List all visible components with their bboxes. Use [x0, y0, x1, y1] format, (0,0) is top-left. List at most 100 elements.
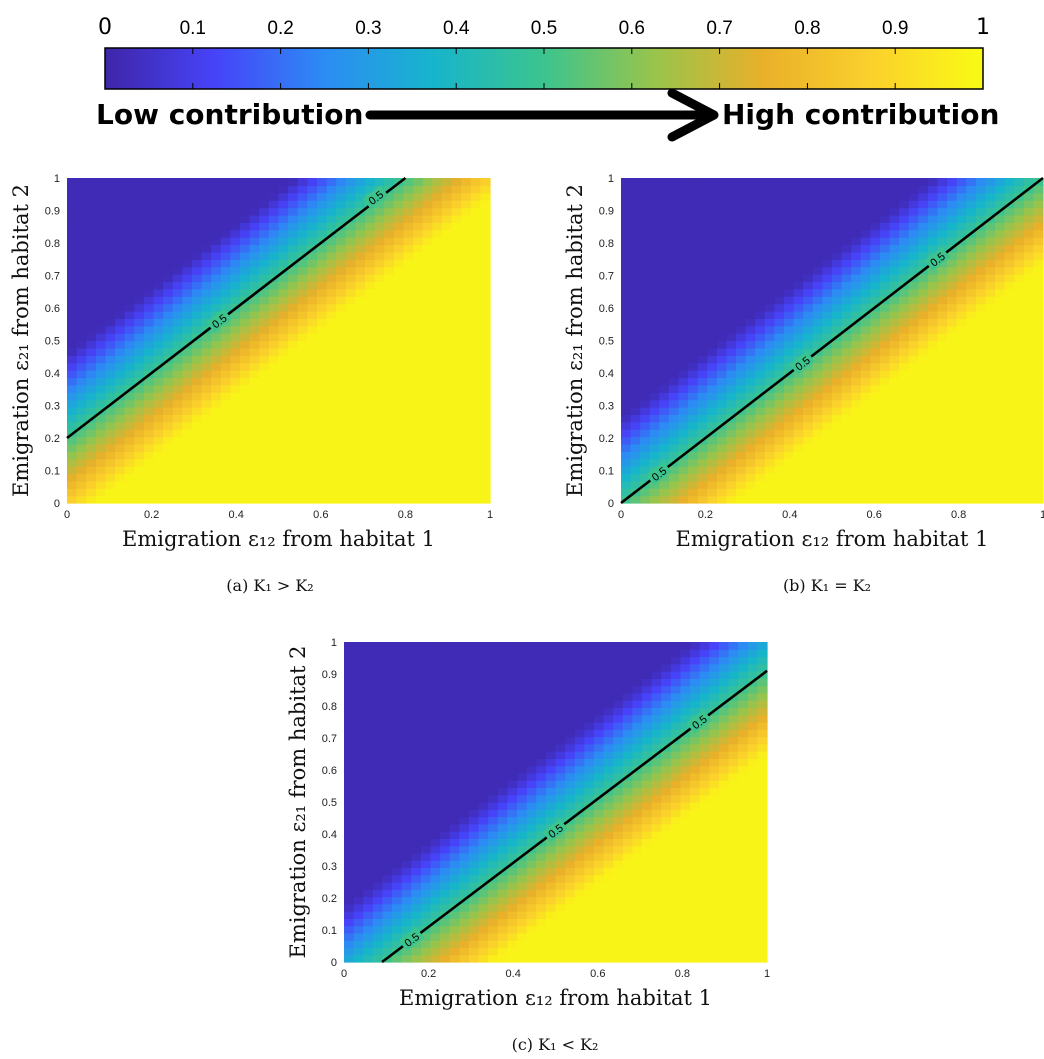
- heatmap-cell: [860, 185, 871, 194]
- heatmap-cell: [249, 347, 260, 356]
- heatmap-cell: [899, 495, 910, 504]
- heatmap-cell: [545, 685, 557, 694]
- heatmap-cell: [621, 318, 632, 327]
- heatmap-cell: [774, 192, 785, 201]
- heatmap-cell: [355, 436, 366, 445]
- heatmap-cell: [288, 192, 299, 201]
- heatmap-cell: [297, 333, 308, 342]
- heatmap-cell: [143, 266, 155, 275]
- heatmap-cell: [480, 436, 491, 445]
- heatmap-cell: [985, 296, 996, 305]
- heatmap-cell: [860, 296, 871, 305]
- heatmap-cell: [468, 918, 480, 927]
- heatmap-cell: [545, 780, 557, 789]
- heatmap-cell: [240, 436, 251, 445]
- heatmap-cell: [764, 355, 776, 364]
- heatmap-cell: [449, 947, 460, 956]
- heatmap-cell: [678, 333, 689, 342]
- heatmap-cell: [832, 399, 843, 408]
- heatmap-cell: [927, 266, 939, 275]
- heatmap-cell: [420, 678, 432, 687]
- heatmap-cell: [545, 743, 557, 752]
- heatmap-cell: [659, 436, 670, 445]
- heatmap-cell: [459, 925, 470, 934]
- heatmap-cell: [268, 207, 280, 216]
- heatmap-cell: [393, 259, 405, 268]
- heatmap-cell: [374, 333, 385, 342]
- heatmap-cell: [784, 480, 795, 489]
- heatmap-cell: [268, 406, 280, 415]
- heatmap-cell: [736, 414, 747, 423]
- heatmap-cell: [392, 729, 403, 738]
- heatmap-cell: [365, 303, 376, 312]
- heatmap-cell: [726, 222, 737, 231]
- heatmap-cell: [726, 207, 737, 216]
- heatmap-cell: [668, 266, 680, 275]
- heatmap-cell: [488, 772, 499, 781]
- heatmap-cell: [764, 406, 776, 415]
- heatmap-cell: [344, 896, 355, 905]
- heatmap-cell: [659, 185, 670, 194]
- heatmap-cell: [372, 794, 384, 803]
- heatmap-cell: [95, 207, 107, 216]
- heatmap-cell: [345, 399, 357, 408]
- heatmap-cell: [403, 495, 414, 504]
- heatmap-cell: [76, 251, 87, 260]
- heatmap-cell: [401, 722, 412, 730]
- heatmap-cell: [240, 355, 251, 364]
- heatmap-cell: [403, 458, 414, 467]
- heatmap-cell: [449, 707, 460, 716]
- heatmap-cell: [716, 244, 728, 253]
- heatmap-cell: [220, 495, 232, 504]
- heatmap-cell: [411, 780, 422, 789]
- heatmap-cell: [297, 310, 308, 319]
- heatmap-cell: [392, 882, 403, 890]
- heatmap-cell: [372, 765, 384, 774]
- heatmap-cell: [461, 266, 472, 275]
- heatmap-cell: [1033, 214, 1044, 223]
- heatmap-cell: [755, 274, 766, 283]
- heatmap-cell: [240, 266, 251, 275]
- heatmap-cell: [411, 882, 422, 890]
- heatmap-cell: [403, 377, 414, 386]
- heatmap-cell: [526, 780, 537, 789]
- heatmap-cell: [697, 251, 708, 260]
- heatmap-cell: [430, 852, 441, 861]
- heatmap-cell: [172, 266, 183, 275]
- heatmap-cell: [784, 185, 795, 194]
- heatmap-cell: [793, 296, 804, 305]
- heatmap-cell: [115, 185, 126, 194]
- heatmap-cell: [889, 178, 900, 186]
- heatmap-cell: [860, 244, 871, 253]
- heatmap-cell: [697, 296, 708, 305]
- heatmap-cell: [268, 377, 280, 386]
- heatmap-cell: [995, 244, 1006, 253]
- heatmap-cell: [488, 823, 499, 832]
- heatmap-cell: [297, 355, 308, 364]
- heatmap-cell: [307, 178, 318, 186]
- heatmap-cell: [201, 406, 212, 415]
- heatmap-cell: [95, 495, 107, 504]
- heatmap-cell: [316, 207, 328, 216]
- heatmap-cell: [697, 473, 708, 482]
- heatmap-cell: [430, 889, 441, 898]
- heatmap-cell: [220, 192, 232, 201]
- heatmap-cell: [640, 384, 651, 393]
- heatmap-cell: [191, 370, 203, 379]
- heatmap-cell: [468, 954, 480, 963]
- heatmap-cell: [230, 466, 241, 475]
- heatmap-cell: [278, 214, 289, 223]
- heatmap-cell: [220, 414, 232, 423]
- heatmap-cell: [668, 214, 680, 223]
- heatmap-cell: [937, 443, 948, 452]
- heatmap-cell: [497, 911, 509, 919]
- heatmap-cell: [449, 692, 460, 701]
- heatmap-cell: [707, 414, 718, 423]
- heatmap-cell: [191, 281, 203, 290]
- heatmap-cell: [927, 355, 939, 364]
- heatmap-cell: [392, 860, 403, 869]
- heatmap-cell: [870, 370, 881, 379]
- heatmap-cell: [526, 642, 537, 650]
- heatmap-cell: [449, 867, 460, 876]
